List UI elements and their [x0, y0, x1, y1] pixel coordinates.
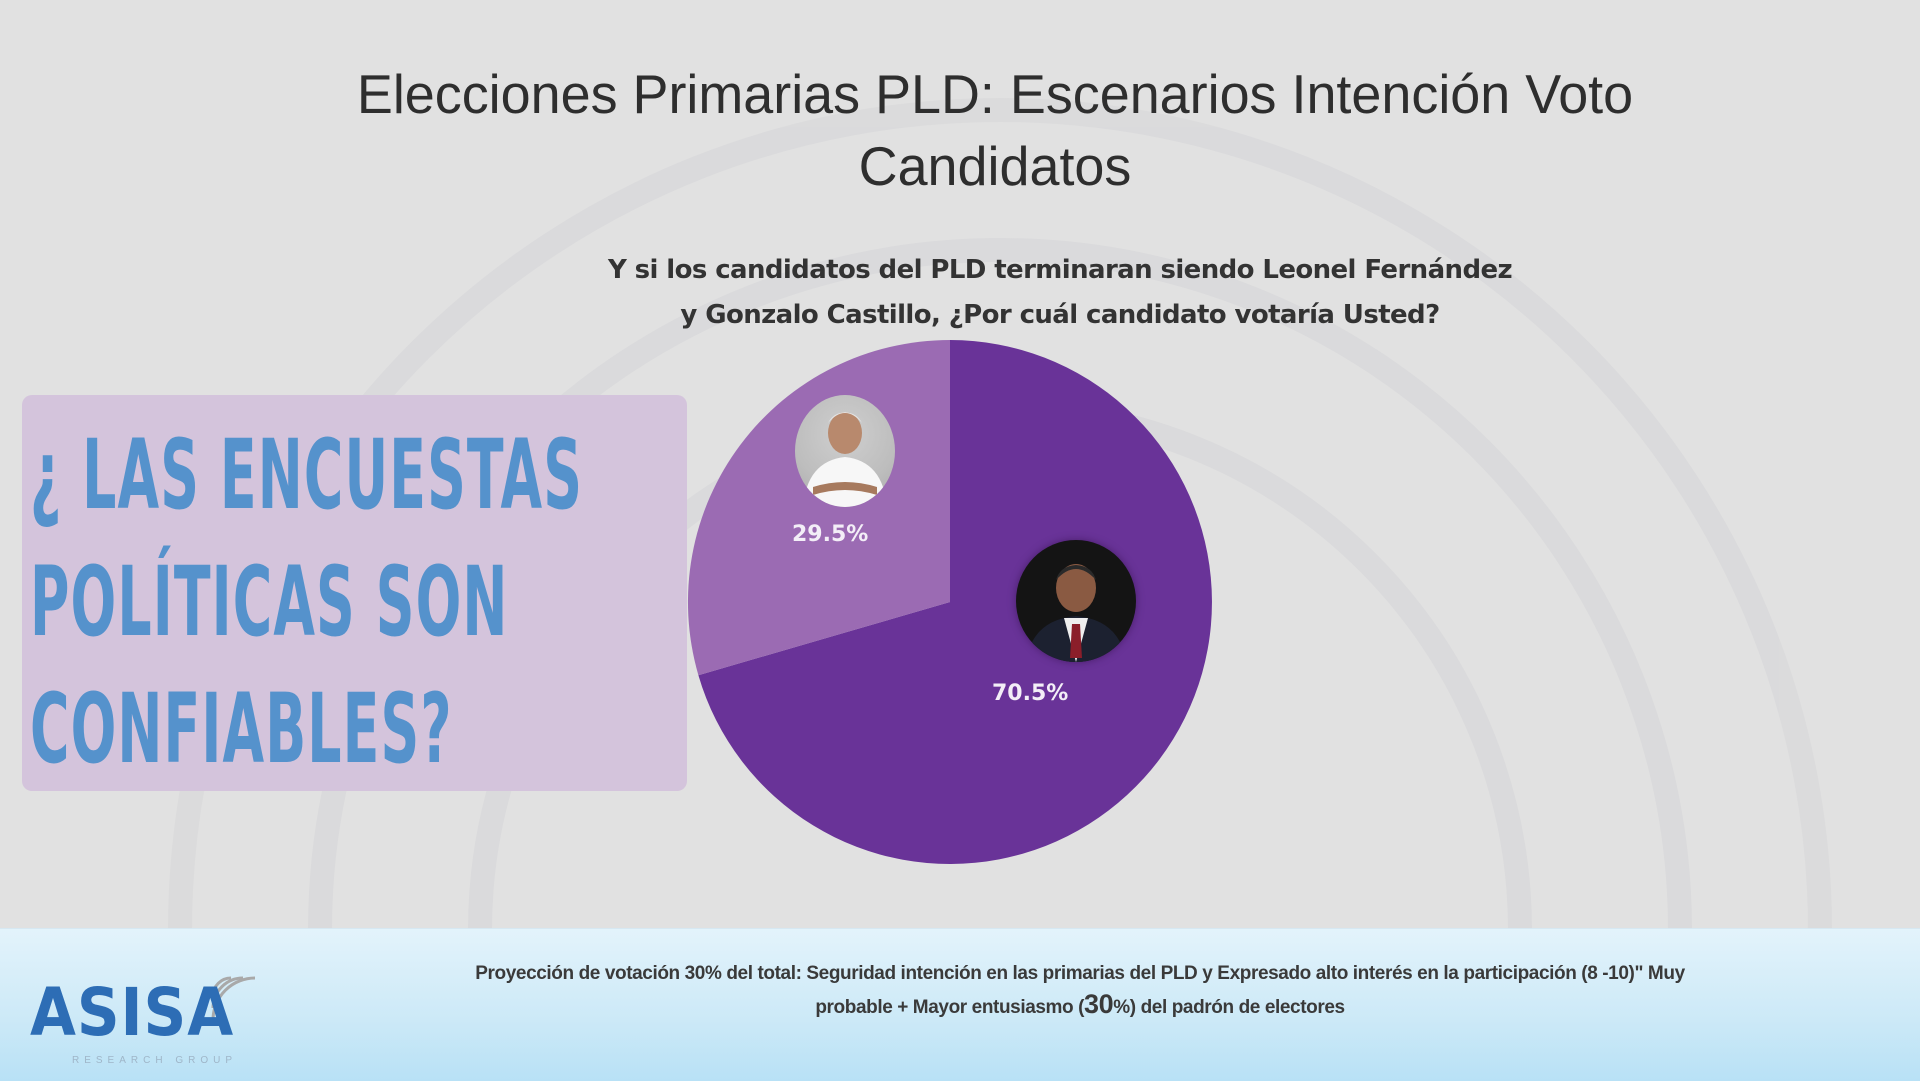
signal-waves-icon [211, 976, 256, 1021]
headline-overlay-box [22, 395, 687, 791]
survey-question: Y si los candidatos del PLD terminaran s… [555, 248, 1565, 338]
slide-title-line-1: Elecciones Primarias PLD: Escenarios Int… [356, 63, 1634, 125]
footer-note-line-1: Proyección de votación 30% del total: Se… [475, 963, 1685, 984]
pie-slice-fernandez [698, 340, 1212, 865]
footer-note: Proyección de votación 30% del total: Se… [380, 958, 1780, 1023]
slide-title: Elecciones Primarias PLD: Escenarios Int… [20, 58, 1920, 202]
footer-note-text: %) del padrón de electores [1113, 997, 1345, 1018]
footer-note-line-2: probable + Mayor entusiasmo (30%) del pa… [380, 989, 1780, 1023]
headline-line-3: CONFIABLES? [30, 673, 453, 785]
candidate-photo-fernandez [1016, 540, 1136, 662]
candidate-photo-castillo [795, 395, 895, 507]
footer-band [0, 928, 1920, 1081]
survey-question-line-1: Y si los candidatos del PLD terminaran s… [607, 255, 1513, 285]
asisa-logo: ASISA RESEARCH GROUP [28, 968, 268, 1073]
headline-line-1: ¿ LAS ENCUESTAS [30, 419, 584, 531]
headline-overlay-text: ¿ LAS ENCUESTAS POLÍTICAS SON CONFIABLES… [30, 412, 584, 793]
pie-label-fernandez: 70.5% [992, 681, 1069, 706]
pie-label-castillo: 29.5% [792, 522, 869, 547]
person-icon [1026, 564, 1126, 662]
slide-title-line-2: Candidatos [858, 135, 1132, 197]
logo-wordmark: ASISA [30, 974, 235, 1051]
logo-subtext: RESEARCH GROUP [72, 1055, 238, 1066]
headline-line-2: POLÍTICAS SON [30, 546, 509, 658]
footer-note-highlight: 30 [1084, 989, 1114, 1019]
person-icon [803, 412, 887, 507]
footer-note-text: probable + Mayor entusiasmo ( [815, 997, 1085, 1018]
pie-chart [687, 340, 1212, 865]
survey-question-line-2: y Gonzalo Castillo, ¿Por cuál candidato … [680, 300, 1440, 330]
